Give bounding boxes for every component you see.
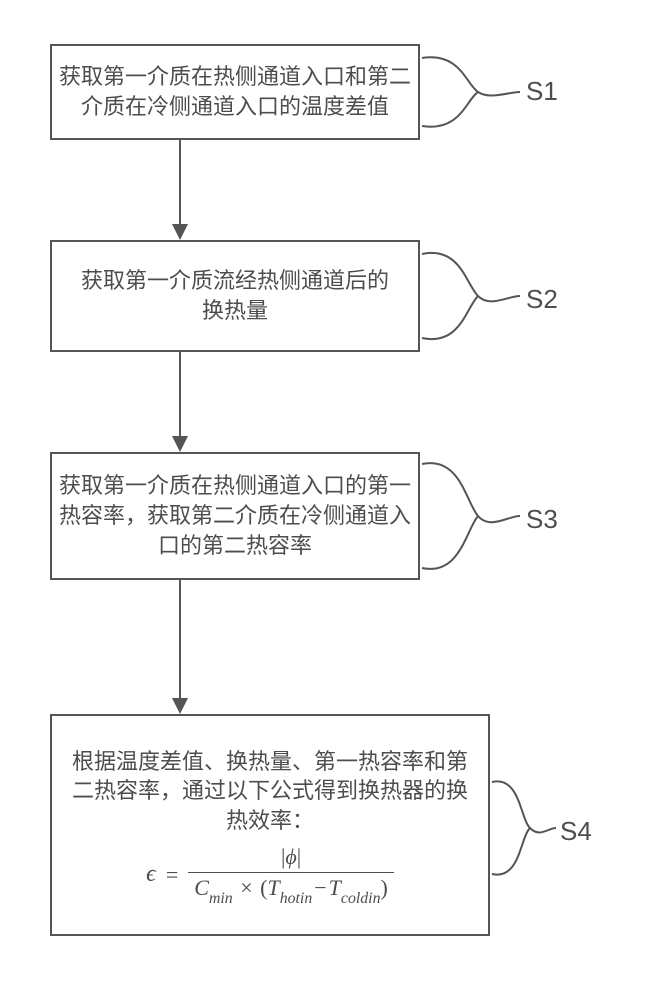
fraction-denominator: Cmin × (Thotin−Tcoldin) [188, 875, 394, 905]
brace-s4 [492, 781, 556, 874]
flow-node-s3-text: 获取第一介质在热侧通道入口的第一热容率，获取第二介质在冷侧通道入口的第二热容率 [52, 469, 418, 562]
step-label-s1: S1 [526, 76, 558, 107]
brace-s3 [422, 463, 520, 569]
flow-node-s1: 获取第一介质在热侧通道入口和第二介质在冷侧通道入口的温度差值 [50, 44, 420, 140]
step-label-s2: S2 [526, 284, 558, 315]
flow-node-s3: 获取第一介质在热侧通道入口的第一热容率，获取第二介质在冷侧通道入口的第二热容率 [50, 452, 420, 580]
brace-s1 [422, 57, 520, 126]
symbol-epsilon: ϵ [146, 861, 156, 888]
flow-node-s4-text: 根据温度差值、换热量、第一热容率和第二热容率，通过以下公式得到换热器的换热效率： [62, 745, 478, 838]
flow-node-s1-text: 获取第一介质在热侧通道入口和第二介质在冷侧通道入口的温度差值 [52, 60, 418, 123]
fraction-bar [188, 872, 394, 873]
flow-node-s2-text: 获取第一介质流经热侧通道后的换热量 [52, 264, 418, 327]
fraction: |ϕ| Cmin × (Thotin−Tcoldin) [188, 844, 394, 906]
brace-s2 [422, 253, 520, 339]
step-label-s3: S3 [526, 504, 558, 535]
efficiency-formula: ϵ = |ϕ| Cmin × (Thotin−Tcoldin) [146, 844, 394, 906]
fraction-numerator: |ϕ| [275, 844, 307, 870]
flow-node-s2: 获取第一介质流经热侧通道后的换热量 [50, 240, 420, 352]
step-label-s4: S4 [560, 816, 592, 847]
symbol-equals: = [166, 862, 178, 888]
flow-node-s4: 根据温度差值、换热量、第一热容率和第二热容率，通过以下公式得到换热器的换热效率：… [50, 714, 490, 936]
